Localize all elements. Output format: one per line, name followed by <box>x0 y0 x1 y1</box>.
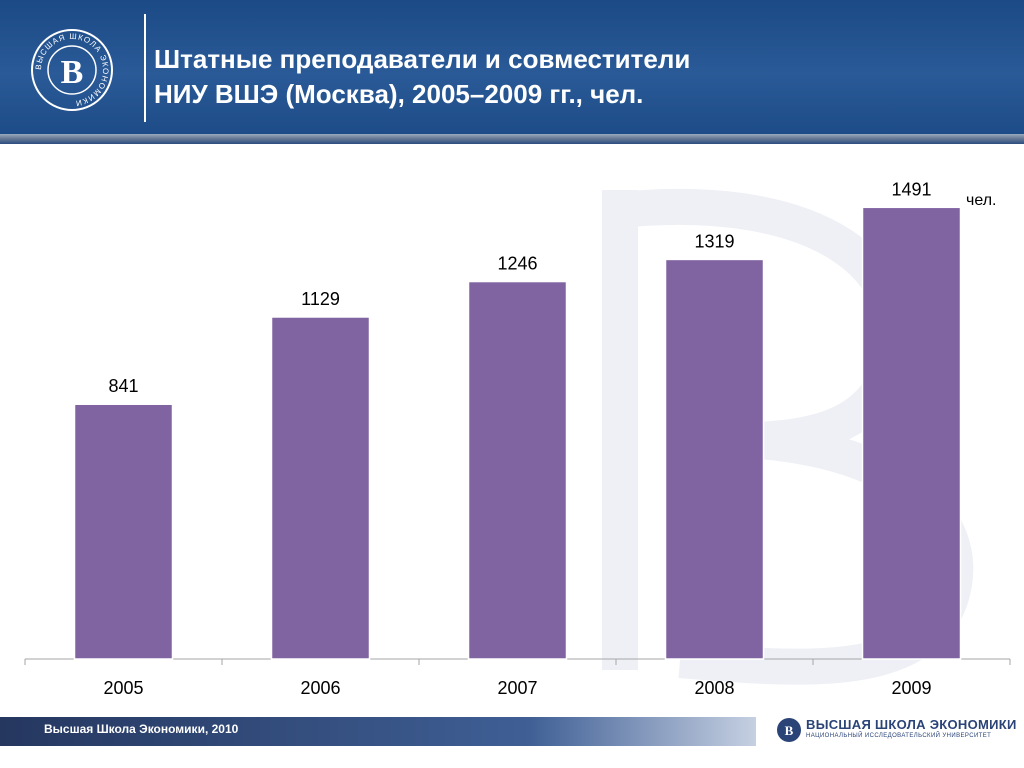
svg-text:В: В <box>61 54 84 91</box>
slide-footer: Высшая Школа Экономики, 2010 В ВЫСШАЯ ШК… <box>0 717 1024 768</box>
x-tick-label-2005: 2005 <box>103 678 143 698</box>
footer-brand-name: ВЫСШАЯ ШКОЛА ЭКОНОМИКИ <box>806 717 1017 732</box>
data-label-2005: 841 <box>108 376 138 396</box>
header-stripe <box>0 134 1024 144</box>
svg-text:В: В <box>785 723 794 738</box>
data-label-2007: 1246 <box>497 254 537 274</box>
bar-2009 <box>861 206 962 660</box>
title-line-1: Штатные преподаватели и совместители <box>154 44 691 74</box>
x-tick-label-2009: 2009 <box>891 678 931 698</box>
page-title: Штатные преподаватели и совместители НИУ… <box>154 42 994 112</box>
title-line-2: НИУ ВШЭ (Москва), 2005–2009 гг., чел. <box>154 79 644 109</box>
footer-text: Высшая Школа Экономики, 2010 <box>44 722 239 736</box>
data-label-2009: 1491 <box>891 179 931 199</box>
bar-2006 <box>270 316 371 660</box>
x-tick-label-2007: 2007 <box>497 678 537 698</box>
footer-band: Высшая Школа Экономики, 2010 <box>0 717 756 746</box>
bar-2005 <box>73 403 174 660</box>
hse-logo-icon: В <box>777 718 801 742</box>
bar-2008 <box>664 258 765 660</box>
slide-header: ВЫСШАЯ ШКОЛА ЭКОНОМИКИ В Штатные препода… <box>0 0 1024 134</box>
data-label-2008: 1319 <box>694 231 734 251</box>
bar-chart: 2005 2006 2007 2008 2009 841 1129 1246 1319 1491… <box>24 179 1011 698</box>
bar-2007 <box>467 280 568 660</box>
unit-label: чел. <box>966 192 996 209</box>
x-tick-label-2006: 2006 <box>300 678 340 698</box>
data-label-2006: 1129 <box>301 289 340 309</box>
x-tick-label-2008: 2008 <box>694 678 734 698</box>
footer-brand-subtitle: НАЦИОНАЛЬНЫЙ ИССЛЕДОВАТЕЛЬСКИЙ УНИВЕРСИТ… <box>806 733 992 739</box>
header-divider <box>144 14 146 122</box>
hse-seal-icon: ВЫСШАЯ ШКОЛА ЭКОНОМИКИ В <box>31 29 113 111</box>
